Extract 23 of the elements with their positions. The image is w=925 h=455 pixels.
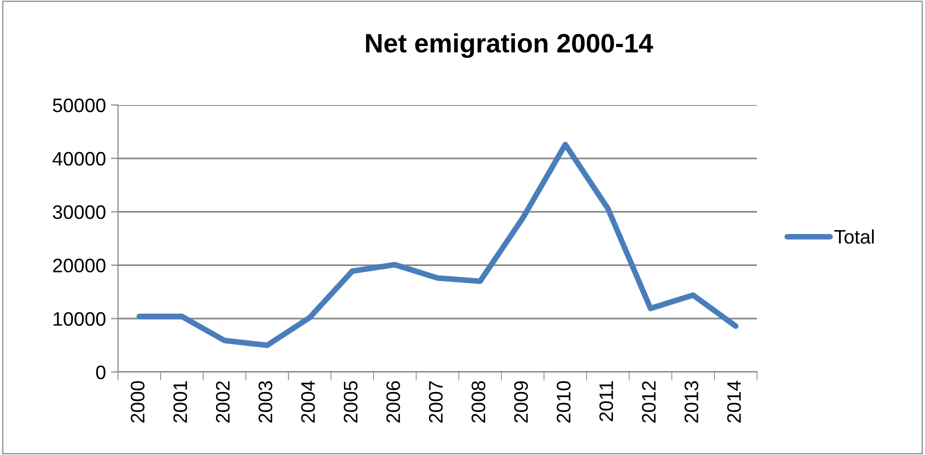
y-tick-label: 50000 xyxy=(52,98,106,112)
y-tick-label: 0 xyxy=(96,365,106,380)
x-tick-label: 2014 xyxy=(727,380,741,423)
x-tick-label: 2006 xyxy=(386,381,400,423)
y-tick-label: 10000 xyxy=(54,312,106,326)
y-tick-label: 40000 xyxy=(52,152,106,166)
x-tick-label: 2012 xyxy=(642,381,656,423)
x-tick-label: 2009 xyxy=(514,381,528,423)
x-tick-label: 2005 xyxy=(344,381,358,423)
y-tick-label: 30000 xyxy=(52,205,106,220)
x-tick-label: 2008 xyxy=(472,381,486,423)
x-tick-label: 2013 xyxy=(684,381,698,423)
x-tick-label: 2011 xyxy=(599,381,614,422)
x-tick-label: 2003 xyxy=(258,381,272,423)
x-tick-label: 2000 xyxy=(130,381,145,423)
x-tick-label: 2001 xyxy=(173,381,188,423)
x-tick-label: 2007 xyxy=(428,381,443,423)
x-tick-label: 2010 xyxy=(556,381,571,423)
x-tick-label: 2002 xyxy=(216,381,230,423)
y-tick-label: 20000 xyxy=(53,258,106,272)
chart-title: Net emigration 2000-14 xyxy=(366,33,654,58)
x-tick-label: 2004 xyxy=(301,380,315,423)
legend-label: Total xyxy=(834,229,874,244)
